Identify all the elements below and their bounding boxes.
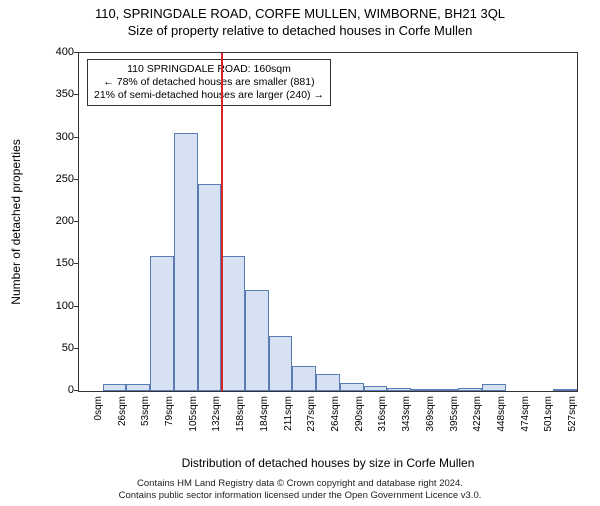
y-tick-label: 0 xyxy=(46,384,74,396)
histogram-bar xyxy=(435,389,459,391)
histogram-bar xyxy=(553,389,577,391)
x-tick-label: 158sqm xyxy=(235,396,246,432)
histogram-bar xyxy=(292,366,316,391)
histogram-bar xyxy=(174,133,198,391)
histogram-bar xyxy=(458,388,482,391)
histogram-bar xyxy=(126,384,150,391)
y-tick-label: 50 xyxy=(46,342,74,354)
y-tick-label: 150 xyxy=(46,257,74,269)
page-subtitle: Size of property relative to detached ho… xyxy=(0,23,600,38)
x-tick-label: 474sqm xyxy=(520,396,531,432)
histogram-bar xyxy=(103,384,127,391)
x-tick-label: 53sqm xyxy=(140,396,151,426)
footer-line1: Contains HM Land Registry data © Crown c… xyxy=(0,478,600,490)
histogram-bar xyxy=(245,290,269,391)
histogram-bar xyxy=(411,389,435,391)
x-tick-label: 211sqm xyxy=(283,396,294,431)
x-tick-label: 395sqm xyxy=(449,396,460,432)
x-tick-label: 343sqm xyxy=(401,396,412,432)
x-tick-label: 0sqm xyxy=(93,396,104,420)
x-tick-label: 501sqm xyxy=(543,396,554,432)
x-tick-label: 527sqm xyxy=(567,396,578,432)
annotation-line: 110 SPRINGDALE ROAD: 160sqm xyxy=(94,63,324,76)
histogram-bar xyxy=(364,386,388,391)
histogram-chart: Number of detached properties 110 SPRING… xyxy=(50,52,580,430)
y-tick-label: 100 xyxy=(46,300,74,312)
x-tick-label: 237sqm xyxy=(306,396,317,432)
x-tick-label: 290sqm xyxy=(354,396,365,432)
histogram-bar xyxy=(221,256,245,391)
histogram-bar xyxy=(269,336,293,391)
x-tick-label: 316sqm xyxy=(377,396,388,432)
x-tick-label: 26sqm xyxy=(117,396,128,426)
y-axis-label: Number of detached properties xyxy=(9,139,23,304)
histogram-bar xyxy=(150,256,174,391)
y-tick-label: 200 xyxy=(46,215,74,227)
y-tick-label: 300 xyxy=(46,131,74,143)
footer-attribution: Contains HM Land Registry data © Crown c… xyxy=(0,478,600,502)
x-tick-label: 422sqm xyxy=(472,396,483,432)
x-tick-label: 79sqm xyxy=(164,396,175,426)
x-tick-label: 369sqm xyxy=(425,396,436,432)
footer-line2: Contains public sector information licen… xyxy=(0,490,600,502)
x-tick-label: 264sqm xyxy=(330,396,341,432)
histogram-bar xyxy=(340,383,364,391)
histogram-bar xyxy=(387,388,411,391)
page-title-address: 110, SPRINGDALE ROAD, CORFE MULLEN, WIMB… xyxy=(0,6,600,21)
reference-line xyxy=(221,53,223,391)
y-tick-label: 400 xyxy=(46,46,74,58)
x-axis-label: Distribution of detached houses by size … xyxy=(78,456,578,470)
title-block: 110, SPRINGDALE ROAD, CORFE MULLEN, WIMB… xyxy=(0,6,600,38)
histogram-bar xyxy=(198,184,222,391)
plot-area: 110 SPRINGDALE ROAD: 160sqm← 78% of deta… xyxy=(78,52,578,392)
y-tick-label: 250 xyxy=(46,173,74,185)
y-tick-label: 350 xyxy=(46,88,74,100)
histogram-bar xyxy=(482,384,506,391)
x-tick-label: 448sqm xyxy=(496,396,507,432)
annotation-line: 21% of semi-detached houses are larger (… xyxy=(94,89,324,102)
x-tick-label: 132sqm xyxy=(211,396,222,432)
x-tick-label: 105sqm xyxy=(188,396,199,432)
annotation-line: ← 78% of detached houses are smaller (88… xyxy=(94,76,324,89)
histogram-bar xyxy=(316,374,340,391)
annotation-box: 110 SPRINGDALE ROAD: 160sqm← 78% of deta… xyxy=(87,59,331,106)
x-tick-label: 184sqm xyxy=(259,396,270,432)
